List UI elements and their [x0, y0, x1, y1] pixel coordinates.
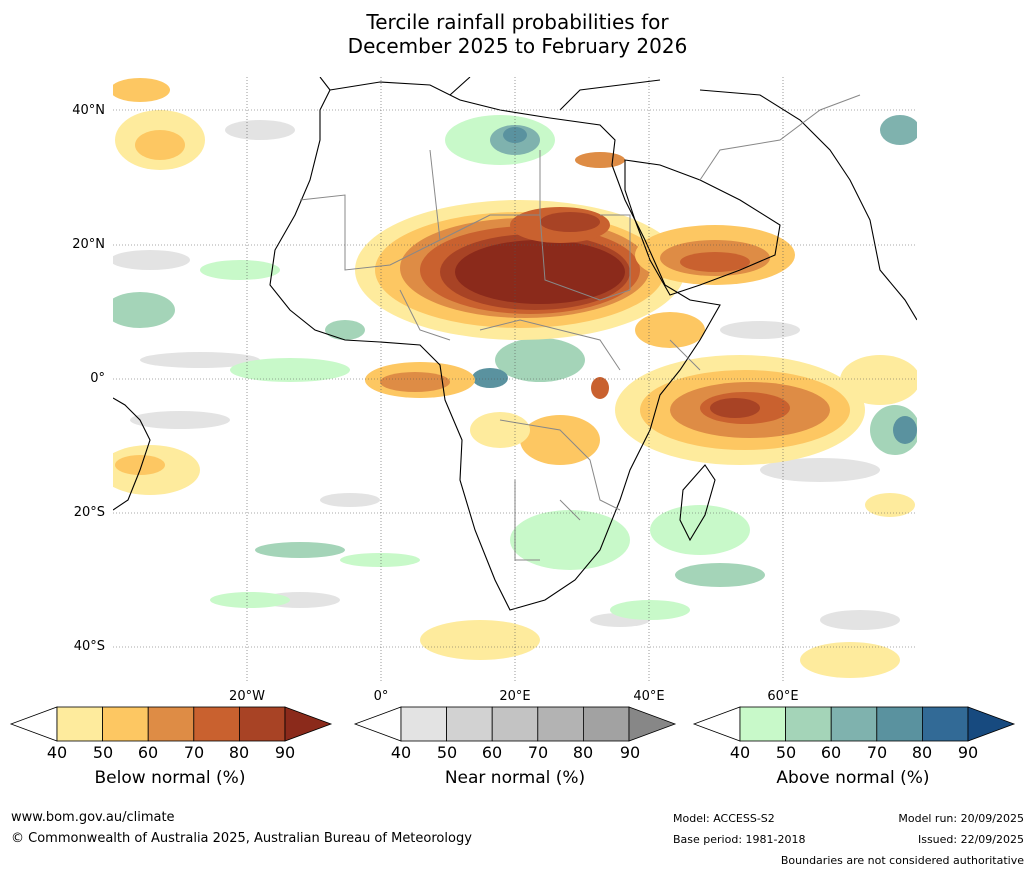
near-tick: 40 — [390, 743, 412, 762]
below-tick: 80 — [228, 743, 250, 762]
near-normal-patches — [113, 120, 900, 630]
copyright: © Commonwealth of Australia 2025, Austra… — [11, 831, 472, 846]
below-colorbar-swatch — [56, 706, 103, 742]
below-colorbar-under-triangle — [9, 706, 58, 742]
above-tick: 40 — [729, 743, 751, 762]
madagascar-coastline — [679, 464, 716, 542]
above-colorbar-swatch — [830, 706, 878, 742]
graticule — [113, 77, 917, 681]
near-colorbar-swatch — [537, 706, 584, 742]
above-normal-patches — [113, 115, 917, 620]
above-tick: 70 — [866, 743, 888, 762]
lat-label-20n: 20°N — [72, 237, 105, 252]
africa-coastline — [269, 81, 721, 611]
near-colorbar-over-triangle — [628, 706, 677, 742]
boundaries-disclaimer: Boundaries are not considered authoritat… — [780, 854, 1024, 867]
colorbar-above — [692, 706, 1016, 742]
below-colorbar-over-triangle — [284, 706, 333, 742]
below-colorbar-swatch — [147, 706, 195, 742]
below-colorbar-swatch — [102, 706, 149, 742]
above-normal-label: Above normal (%) — [776, 768, 930, 788]
lat-label-40s: 40°S — [73, 639, 105, 654]
below-colorbar-swatch — [193, 706, 240, 742]
near-tick: 50 — [436, 743, 458, 762]
below-tick: 70 — [183, 743, 205, 762]
lat-label-40n: 40°N — [72, 103, 105, 118]
above-colorbar-swatch — [922, 706, 969, 742]
title-line-1: Tercile rainfall probabilities for — [366, 10, 669, 34]
above-tick: 50 — [775, 743, 797, 762]
base-period: Base period: 1981-2018 — [673, 833, 806, 846]
near-colorbar-swatch — [446, 706, 493, 742]
above-tick: 80 — [911, 743, 933, 762]
near-colorbar-swatch — [583, 706, 630, 742]
europe-coastline — [319, 77, 917, 321]
above-colorbar-over-triangle — [967, 706, 1016, 742]
country-borders — [299, 94, 861, 561]
near-colorbar-under-triangle — [353, 706, 402, 742]
below-normal-label: Below normal (%) — [94, 768, 246, 788]
below-tick: 90 — [274, 743, 296, 762]
issued-date: Issued: 22/09/2025 — [917, 833, 1024, 846]
above-colorbar-under-triangle — [692, 706, 741, 742]
lon-label-60e: 60°E — [767, 689, 799, 704]
near-tick: 80 — [572, 743, 594, 762]
lat-label-0: 0° — [90, 371, 105, 386]
near-colorbar-swatch — [491, 706, 539, 742]
lon-label-20w: 20°W — [229, 689, 265, 704]
south-america-coastline — [113, 397, 151, 511]
below-tick: 50 — [92, 743, 114, 762]
near-colorbar-swatch — [400, 706, 447, 742]
above-colorbar-swatch — [876, 706, 923, 742]
near-tick: 70 — [527, 743, 549, 762]
below-tick: 60 — [137, 743, 159, 762]
below-colorbar-swatch — [238, 706, 286, 742]
above-tick: 90 — [957, 743, 979, 762]
near-normal-label: Near normal (%) — [444, 768, 586, 788]
near-tick: 60 — [481, 743, 503, 762]
model-name: Model: ACCESS-S2 — [673, 812, 775, 825]
below-tick: 40 — [46, 743, 68, 762]
map-area — [113, 77, 917, 681]
above-tick: 60 — [820, 743, 842, 762]
below-normal-patches — [113, 78, 917, 678]
near-tick: 90 — [619, 743, 641, 762]
colorbar-near — [353, 706, 677, 742]
colorbar-below — [9, 706, 333, 742]
above-colorbar-swatch — [739, 706, 786, 742]
map-title: Tercile rainfall probabilities for Decem… — [0, 10, 1035, 58]
website-link[interactable]: www.bom.gov.au/climate — [11, 810, 175, 825]
above-colorbar-swatch — [785, 706, 832, 742]
lon-label-0: 0° — [373, 689, 389, 704]
lon-label-40e: 40°E — [633, 689, 665, 704]
title-line-2: December 2025 to February 2026 — [347, 34, 688, 58]
lat-label-20s: 20°S — [73, 505, 105, 520]
lon-label-20e: 20°E — [499, 689, 531, 704]
model-run: Model run: 20/09/2025 — [898, 812, 1024, 825]
